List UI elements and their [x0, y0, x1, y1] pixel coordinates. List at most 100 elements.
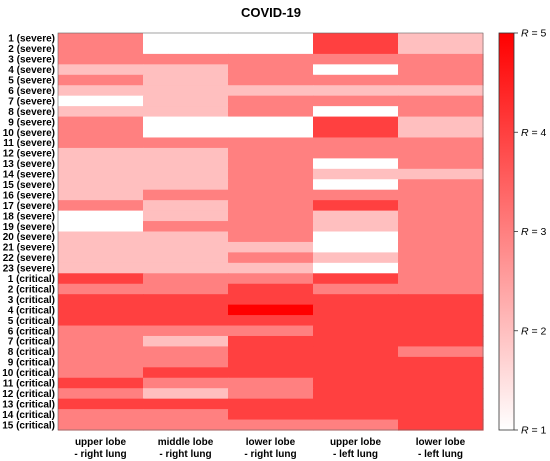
heatmap-cell — [398, 74, 484, 86]
heatmap-cell — [313, 241, 399, 253]
heatmap-cell — [313, 43, 399, 55]
heatmap-cell — [58, 273, 144, 285]
heatmap-cell — [58, 33, 144, 45]
heatmap-cell — [398, 189, 484, 201]
row-label: 1 (severe) — [8, 34, 55, 45]
heatmap-cell — [228, 409, 314, 421]
column-label: lower lobe — [416, 437, 466, 448]
heatmap-cell — [228, 43, 314, 55]
heatmap-cell — [58, 137, 144, 149]
colorbar-label: R = 4 — [521, 127, 547, 139]
heatmap-cell — [313, 335, 399, 348]
heatmap-cell — [143, 33, 229, 45]
heatmap-cell — [228, 388, 314, 400]
heatmap-cell — [313, 116, 399, 128]
heatmap-cell — [58, 85, 144, 97]
heatmap-cell — [143, 53, 229, 65]
heatmap-cell — [228, 356, 314, 368]
heatmap-cell — [58, 283, 144, 295]
heatmap-cell — [143, 43, 229, 55]
heatmap-cell — [228, 53, 314, 65]
column-label: - left lung — [418, 449, 463, 460]
heatmap-cell — [143, 252, 229, 264]
row-label: 9 (severe) — [8, 117, 55, 128]
heatmap-cell — [143, 210, 229, 222]
heatmap-cell — [228, 335, 314, 348]
row-label: 2 (severe) — [8, 44, 55, 55]
heatmap-cell — [398, 158, 484, 170]
heatmap-cell — [313, 346, 399, 358]
heatmap-cell — [143, 64, 229, 76]
heatmap-cell — [143, 273, 229, 285]
heatmap-cell — [313, 106, 399, 118]
heatmap-cell — [228, 74, 314, 86]
heatmap-cell — [58, 409, 144, 421]
row-label: 7 (severe) — [8, 96, 55, 107]
heatmap-cell — [143, 356, 229, 368]
row-label: 3 (critical) — [8, 295, 55, 306]
heatmap-cell — [143, 294, 229, 306]
row-label: 15 (severe) — [3, 180, 55, 191]
heatmap-cell — [398, 335, 484, 348]
heatmap-cell — [398, 304, 484, 316]
heatmap-cell — [143, 231, 229, 243]
heatmap-cell — [313, 398, 399, 410]
chart-title: COVID-19 — [241, 5, 301, 20]
heatmap-cell — [58, 304, 144, 316]
column-label: middle lobe — [158, 437, 214, 448]
heatmap-cell — [58, 356, 144, 368]
heatmap-cell — [143, 398, 229, 410]
heatmap-cell — [313, 262, 399, 274]
heatmap-cell — [313, 419, 399, 431]
heatmap-cell — [398, 398, 484, 410]
heatmap-cell — [313, 231, 399, 243]
row-label: 12 (critical) — [2, 389, 55, 400]
heatmap-cell — [313, 367, 399, 379]
heatmap-cell — [228, 231, 314, 243]
row-label: 23 (severe) — [3, 264, 55, 275]
heatmap-cell — [143, 221, 229, 233]
row-label: 10 (severe) — [3, 128, 55, 139]
heatmap-cell — [228, 95, 314, 107]
heatmap-cell — [313, 315, 399, 327]
heatmap-cell — [228, 367, 314, 379]
row-label: 18 (severe) — [3, 211, 55, 222]
heatmap-cell — [398, 388, 484, 400]
heatmap-cell — [58, 200, 144, 212]
column-label: - right lung — [74, 449, 126, 460]
heatmap-cell — [398, 367, 484, 379]
heatmap-cell — [58, 95, 144, 107]
heatmap-cell — [398, 283, 484, 295]
heatmap-cell — [313, 409, 399, 421]
row-label: 15 (critical) — [2, 420, 55, 431]
heatmap-cell — [143, 137, 229, 149]
heatmap-cell — [313, 210, 399, 222]
heatmap-cell — [313, 294, 399, 306]
heatmap-cell — [58, 346, 144, 358]
heatmap-cell — [313, 252, 399, 264]
heatmap-cell — [398, 200, 484, 212]
column-label: upper lobe — [75, 437, 127, 448]
heatmap-cell — [313, 95, 399, 107]
colorbar-label: R = 3 — [521, 226, 547, 238]
row-label: 8 (severe) — [8, 107, 55, 118]
row-label: 7 (critical) — [8, 337, 55, 348]
heatmap-cell — [58, 325, 144, 337]
heatmap-cell — [228, 116, 314, 128]
heatmap-cell — [228, 325, 314, 337]
heatmap-cell — [143, 304, 229, 316]
colorbar-label: R = 1 — [521, 425, 547, 437]
column-label: upper lobe — [330, 437, 382, 448]
heatmap-cell — [398, 294, 484, 306]
column-label: - left lung — [333, 449, 378, 460]
heatmap-cell — [143, 409, 229, 421]
heatmap-cell — [398, 106, 484, 118]
heatmap-cell — [398, 273, 484, 285]
heatmap-cell — [58, 53, 144, 65]
heatmap-cell — [398, 346, 484, 358]
heatmap-cell — [143, 127, 229, 139]
row-label: 4 (critical) — [8, 305, 55, 316]
heatmap-cell — [228, 304, 314, 316]
heatmap-cell — [228, 283, 314, 295]
